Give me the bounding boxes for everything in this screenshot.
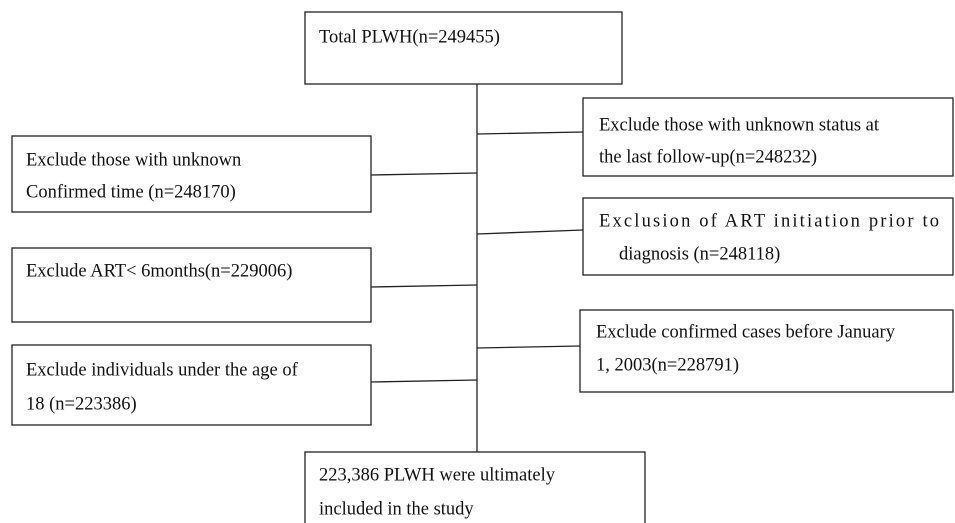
box-text: Exclude ART< 6months(n=229006) [26,261,292,281]
box-text: Exclusion of ART initiation prior to [599,211,939,231]
box-text: 223,386 PLWH were ultimately [319,465,556,485]
box-text: diagnosis (n=248118) [619,244,780,264]
box-text: 1, 2003(n=228791) [596,355,739,375]
box-text: Exclude individuals under the age of [26,360,299,380]
box [582,97,954,177]
box [582,197,954,276]
box-text: included in the study [319,499,474,519]
box [304,451,646,523]
box [11,344,372,426]
connector [370,284,478,288]
connector [476,131,584,135]
connector [476,229,584,235]
box [304,11,623,85]
box-text: 18 (n=223386) [26,394,137,414]
connector [370,379,478,383]
box-text: Exclude those with unknown [26,150,241,170]
box-text: Total PLWH(n=249455) [319,27,500,47]
box [11,135,372,213]
connector [370,172,478,176]
box-text: Exclude those with unknown status at [599,115,880,135]
box-text: the last follow-up(n=248232) [599,147,817,167]
box-text: Confirmed time (n=248170) [26,182,236,202]
box [11,247,372,323]
box-text: Exclude confirmed cases before January [596,322,896,342]
box [579,309,954,393]
connector [476,345,581,349]
